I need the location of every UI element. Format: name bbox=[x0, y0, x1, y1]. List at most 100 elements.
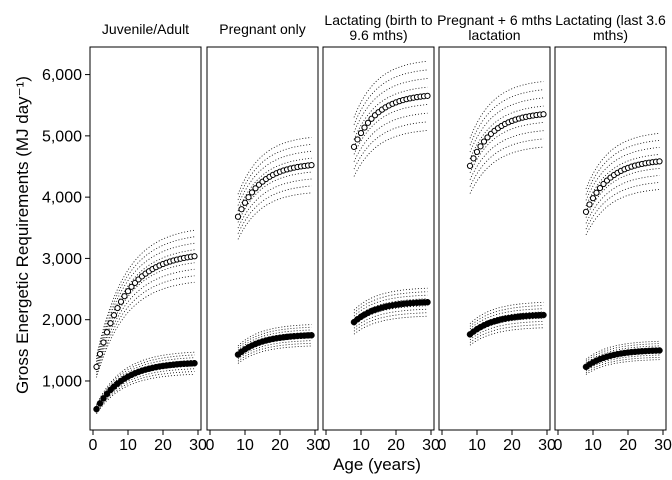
x-tick-label: 20 bbox=[154, 437, 172, 454]
filled-series-band-line bbox=[237, 345, 312, 364]
x-tick-label: 10 bbox=[352, 437, 370, 454]
open-series-band-line bbox=[96, 229, 195, 357]
open-circle-point bbox=[480, 138, 488, 145]
open-circle-point bbox=[308, 162, 315, 169]
panel-1: Juvenile/Adult 0 10 20 30 bbox=[89, 21, 207, 454]
x-tick-label: 20 bbox=[619, 437, 637, 454]
open-series-band-line bbox=[237, 171, 312, 223]
x-tick-label: 30 bbox=[654, 437, 672, 454]
y-axis: 1,000 2,000 3,000 4,000 5,000 6,000 bbox=[42, 67, 90, 390]
panel-5: Lactating (last 3.6 mths) 0 10 20 30 bbox=[554, 12, 672, 454]
open-series-band-line bbox=[585, 132, 660, 189]
filled-series-band-line bbox=[96, 357, 195, 408]
open-circle-point bbox=[473, 148, 481, 156]
open-circle-point bbox=[96, 350, 104, 358]
filled-series-band-line bbox=[585, 359, 660, 375]
x-tick-label: 20 bbox=[271, 437, 289, 454]
x-tick-label: 0 bbox=[554, 437, 563, 454]
filled-series-band-line bbox=[585, 356, 660, 373]
filled-series-band-line bbox=[237, 326, 312, 349]
x-tick-label: 10 bbox=[236, 437, 254, 454]
open-series-band-line bbox=[96, 249, 195, 365]
y-tick-label: 2,000 bbox=[42, 312, 82, 329]
x-tick-label: 0 bbox=[206, 437, 215, 454]
filled-series-band-line bbox=[96, 368, 195, 412]
open-circle-point bbox=[107, 320, 114, 327]
panel-title-line: Lactating (last 3.6 bbox=[555, 12, 666, 28]
panel-title: Pregnant only bbox=[219, 21, 305, 37]
filled-series-band-line bbox=[96, 351, 195, 405]
open-series-band-line bbox=[237, 143, 312, 200]
open-series-band-line bbox=[585, 146, 660, 201]
filled-series-band-line bbox=[353, 291, 428, 314]
open-circle-point bbox=[350, 143, 358, 150]
open-circle-point bbox=[234, 213, 242, 220]
filled-series-band-line bbox=[469, 305, 544, 327]
panel-border bbox=[322, 46, 435, 431]
x-tick-label: 0 bbox=[89, 437, 98, 454]
x-tick-label: 30 bbox=[189, 437, 207, 454]
open-circle-point bbox=[100, 339, 107, 346]
x-tick-label: 30 bbox=[538, 437, 556, 454]
open-circle-point bbox=[354, 136, 361, 143]
filled-series-band-line bbox=[237, 329, 312, 351]
open-series-band-line bbox=[237, 178, 312, 229]
filled-circle-point bbox=[96, 400, 104, 407]
filled-series-band-line bbox=[469, 327, 544, 346]
open-circle-point bbox=[252, 185, 259, 192]
open-circle-point bbox=[589, 195, 597, 202]
open-circle-point bbox=[656, 158, 663, 165]
open-series-band-line bbox=[96, 236, 195, 360]
y-tick-label: 1,000 bbox=[42, 373, 82, 390]
open-circle-point bbox=[238, 206, 245, 213]
panel-title: Lactating (birth to 9.6 mths) bbox=[324, 12, 432, 43]
y-axis-title: Gross Energetic Requirements (MJ day⁻¹) bbox=[13, 76, 32, 394]
open-circle-point bbox=[245, 194, 252, 201]
filled-series-band-line bbox=[585, 354, 660, 371]
open-circle-point bbox=[124, 288, 132, 295]
y-tick-label: 6,000 bbox=[42, 67, 82, 84]
open-series-band-line bbox=[469, 146, 544, 194]
open-circle-point bbox=[466, 162, 474, 169]
panel-3: Lactating (birth to 9.6 mths) 0 10 20 30 bbox=[322, 12, 440, 454]
open-series-band-line bbox=[469, 122, 544, 173]
open-series-band-line bbox=[237, 137, 312, 195]
open-series-band-line bbox=[469, 81, 544, 139]
x-tick-label: 30 bbox=[306, 437, 324, 454]
open-circle-point bbox=[241, 199, 249, 206]
panel-title-line: Pregnant + 6 mths bbox=[437, 12, 552, 28]
y-tick-label: 5,000 bbox=[42, 128, 82, 145]
open-circle-point bbox=[114, 304, 121, 312]
x-tick-label: 10 bbox=[584, 437, 602, 454]
panel-border bbox=[89, 46, 202, 431]
open-series-band-line bbox=[585, 168, 660, 218]
open-circle-point bbox=[368, 115, 375, 122]
x-axis-title: Age (years) bbox=[333, 455, 421, 474]
panel-border bbox=[438, 46, 551, 431]
filled-series-band-line bbox=[469, 301, 544, 324]
filled-series-band-line bbox=[353, 315, 428, 335]
open-circle-point bbox=[361, 124, 368, 131]
open-circle-point bbox=[191, 253, 198, 260]
panel-title: Lactating (last 3.6 mths) bbox=[555, 12, 666, 43]
open-series-band-line bbox=[585, 153, 660, 207]
open-circle-point bbox=[93, 363, 100, 370]
panels-layer: Juvenile/Adult 0 10 20 30 Pregnant only 0 10 20 3… bbox=[89, 12, 672, 454]
open-series-band-line bbox=[353, 78, 428, 133]
panel-4: Pregnant + 6 mths lactation 0 10 20 30 bbox=[437, 12, 556, 454]
panel-title-line: Lactating (birth to bbox=[324, 12, 432, 28]
open-series-band-line bbox=[469, 105, 544, 160]
open-circle-point bbox=[357, 129, 365, 137]
open-circle-point bbox=[582, 208, 590, 215]
x-tick-label: 0 bbox=[438, 437, 447, 454]
filled-circle-point bbox=[424, 298, 431, 306]
open-circle-point bbox=[128, 283, 135, 290]
y-tick-label: 3,000 bbox=[42, 251, 82, 268]
panel-title-line: 9.6 mths) bbox=[349, 27, 407, 43]
open-circle-point bbox=[586, 201, 593, 208]
open-series-band-line bbox=[96, 268, 195, 373]
open-series-band-line bbox=[237, 157, 312, 212]
open-series-band-line bbox=[469, 89, 544, 146]
panel-border bbox=[554, 46, 667, 431]
